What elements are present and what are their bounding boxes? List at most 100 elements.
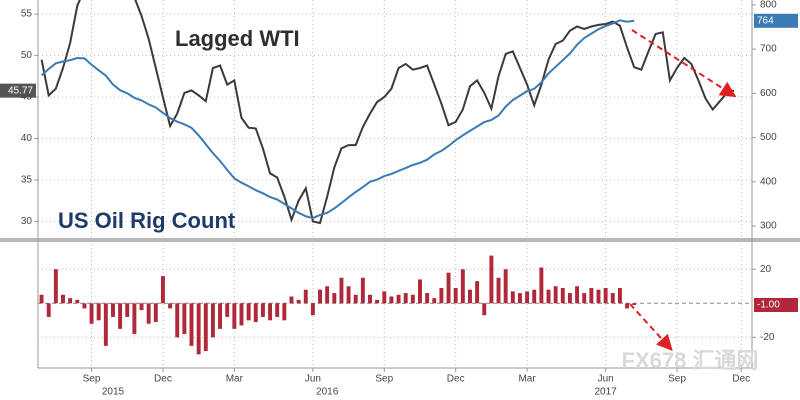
bar [525,291,530,304]
bar [268,303,273,321]
bar [253,303,258,323]
bar [560,287,565,304]
value-tag-label: 45.77 [8,85,33,96]
x-tick-label: Sep [375,374,393,385]
bar [510,291,515,304]
bar [332,293,337,304]
bar [61,294,65,304]
y2-tick-label: 800 [760,0,777,11]
bar [432,298,437,304]
bar [275,303,280,317]
bar [239,303,244,326]
bar [296,299,301,304]
bar [539,267,544,304]
bar [596,289,601,304]
y2-tick-label: 400 [760,176,777,187]
bar [418,279,422,304]
value-tag-label: 764 [757,15,774,26]
trend-arrow [631,29,737,98]
y-tick-label: 40 [21,133,33,144]
bar [567,293,572,304]
bar [182,303,187,334]
bar [132,303,137,334]
bar [260,303,265,317]
y2-tick-label: 300 [760,221,777,232]
bar [282,303,287,321]
bar [175,303,180,338]
bar [453,287,458,304]
bar [496,277,501,304]
annotation: US Oil Rig Count [58,208,236,233]
bar [160,276,165,304]
marks [0,0,798,355]
bar [125,303,130,317]
bar [575,286,580,304]
bar [532,289,537,304]
bar [82,303,87,309]
x-tick-label: Mar [226,374,244,385]
y-tick-label: 45 [21,92,33,103]
bar [446,272,451,304]
bar [610,293,615,304]
bar [189,303,194,346]
bar [368,294,372,304]
bar [232,303,237,329]
bar [603,287,608,304]
bar [410,294,415,304]
x-tick-label: Sep [668,374,686,385]
bar [68,298,73,304]
bar [139,303,144,311]
bar [111,303,115,317]
bar [46,303,51,317]
bar [460,269,465,304]
panel-separator [0,238,800,242]
bar [303,289,308,304]
bar [582,293,587,304]
y-tick-label: 35 [21,175,33,186]
year-label: 2015 [102,387,125,398]
bar [517,293,522,304]
y-tick-label: 30 [21,216,33,227]
value-tag [0,83,36,98]
x-tick-label: Sep [83,374,101,385]
bar [210,303,215,338]
x-tick-label: Dec [447,374,465,385]
bar [246,303,251,321]
bar [196,303,201,355]
bar [146,303,151,324]
bar [203,303,208,351]
bar [353,294,358,304]
bar [289,296,294,304]
bar [403,293,408,304]
bar [475,281,480,304]
bar [360,277,365,304]
bar [75,299,80,304]
bar [625,303,630,309]
watermark: FX678 汇通网 [622,348,759,373]
value-tag [754,298,798,312]
x-tick-label: Jun [598,374,614,385]
bar [325,286,330,304]
x-tick-label: Jun [305,374,321,385]
series-line [40,0,735,225]
x-tick-label: Dec [154,374,172,385]
bar [482,303,487,316]
bar [632,303,637,305]
y2-tick-label: 500 [760,132,777,143]
bar [439,287,444,304]
bar [39,294,44,304]
y-tick-label: 55 [21,9,33,20]
bar [96,303,101,321]
bar [89,303,94,324]
bar [103,303,108,346]
bar [153,303,158,323]
bar [310,303,315,316]
bar [225,303,230,317]
bar [382,291,387,304]
bar [553,286,558,304]
x-tick-label: Dec [732,374,750,385]
y-tick-label: 50 [21,50,33,61]
bar [589,287,594,304]
